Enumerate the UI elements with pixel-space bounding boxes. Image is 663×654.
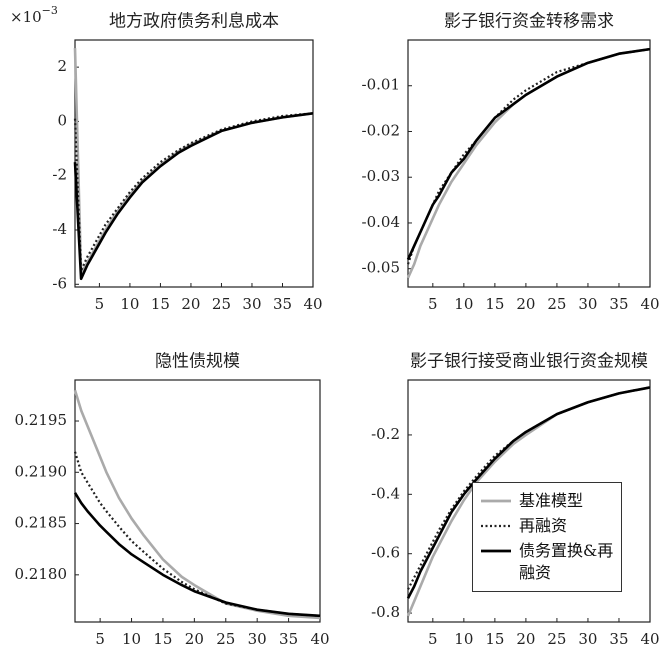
series-line (406, 47, 651, 261)
x-tick-label: 40 (303, 295, 322, 313)
y-tick-label: 2 (57, 57, 67, 75)
plot-frame (407, 379, 651, 623)
legend-swatch (481, 499, 511, 503)
y-tick-label: 0.2185 (15, 514, 68, 532)
x-tick-label: 5 (95, 630, 105, 648)
series-line (73, 492, 321, 618)
series-line (73, 112, 314, 281)
y-tick-label: -0.04 (362, 213, 400, 231)
legend-item: 基准模型 (479, 490, 615, 512)
legend-swatch (481, 549, 511, 553)
x-tick-label: 5 (428, 295, 438, 313)
x-tick-label: 20 (516, 630, 535, 648)
x-tick-label: 40 (640, 630, 659, 648)
x-tick-label: 35 (609, 630, 628, 648)
series-line (406, 47, 651, 279)
x-tick-label: 20 (181, 295, 200, 313)
x-tick-label: 25 (547, 630, 566, 648)
x-tick-label: 15 (485, 630, 504, 648)
y-tick-label: -0.4 (371, 484, 400, 502)
y-tick-label: -0.02 (362, 121, 400, 139)
y-tick-label: -0.2 (371, 425, 400, 443)
x-tick-label: 5 (428, 630, 438, 648)
y-tick-label: -4 (52, 220, 67, 238)
y-tick-label: 0 (57, 111, 67, 129)
y-tick-label: 0.2180 (15, 565, 68, 583)
legend-label: 债务置换&再融资 (519, 541, 614, 582)
legend-label: 基准模型 (519, 491, 584, 510)
y-tick-label: 0.2195 (15, 411, 68, 429)
y-tick-label: -0.03 (362, 167, 400, 185)
x-tick-label: 35 (279, 630, 298, 648)
x-tick-label: 10 (454, 630, 473, 648)
x-tick-label: 25 (547, 295, 566, 313)
x-tick-label: 35 (273, 295, 292, 313)
x-tick-label: 10 (120, 295, 139, 313)
x-tick-label: 10 (122, 630, 141, 648)
legend: 基准模型再融资债务置换&再融资 (472, 482, 622, 592)
x-tick-label: 40 (310, 630, 329, 648)
x-tick-label: 30 (578, 295, 597, 313)
x-tick-label: 30 (248, 630, 267, 648)
x-tick-label: 15 (153, 630, 172, 648)
x-tick-label: 35 (609, 295, 628, 313)
x-tick-label: 15 (151, 295, 170, 313)
series-line (73, 112, 314, 272)
x-tick-label: 25 (212, 295, 231, 313)
plot-frame (407, 39, 651, 288)
chart-title: 地方政府债务利息成本 (109, 12, 279, 32)
legend-item: 债务置换&再融资 (479, 540, 615, 584)
legend-label: 再融资 (519, 516, 568, 535)
series-line (73, 48, 314, 275)
y-multiplier: ×10−3 (10, 4, 58, 26)
x-tick-label: 30 (578, 630, 597, 648)
legend-item: 再融资 (479, 515, 615, 537)
x-tick-label: 10 (454, 295, 473, 313)
chart-title: 影子银行资金转移需求 (444, 12, 614, 32)
chart-title: 影子银行接受商业银行资金规模 (410, 352, 648, 372)
series-line (406, 386, 651, 599)
plot-frame (74, 39, 314, 288)
plot-frame (74, 379, 321, 623)
y-tick-label: -0.01 (362, 76, 400, 94)
x-tick-label: 25 (216, 630, 235, 648)
chart-title: 隐性债规模 (155, 352, 240, 372)
y-multiplier-base: ×10 (10, 8, 42, 26)
y-tick-label: -0.05 (362, 259, 400, 277)
x-tick-label: 20 (516, 295, 535, 313)
series-line (73, 389, 321, 620)
x-tick-label: 5 (95, 295, 105, 313)
legend-swatch (481, 524, 511, 528)
y-tick-label: -2 (52, 166, 67, 184)
x-tick-label: 30 (242, 295, 261, 313)
series-line (407, 386, 651, 590)
y-multiplier-exponent: −3 (42, 4, 58, 17)
series-line (406, 48, 651, 265)
y-tick-label: -0.8 (371, 603, 400, 621)
y-tick-label: -0.6 (371, 544, 400, 562)
x-tick-label: 40 (640, 295, 659, 313)
y-tick-label: -6 (52, 274, 67, 292)
x-tick-label: 20 (185, 630, 204, 648)
x-tick-label: 15 (485, 295, 504, 313)
y-tick-label: 0.2190 (15, 462, 68, 480)
